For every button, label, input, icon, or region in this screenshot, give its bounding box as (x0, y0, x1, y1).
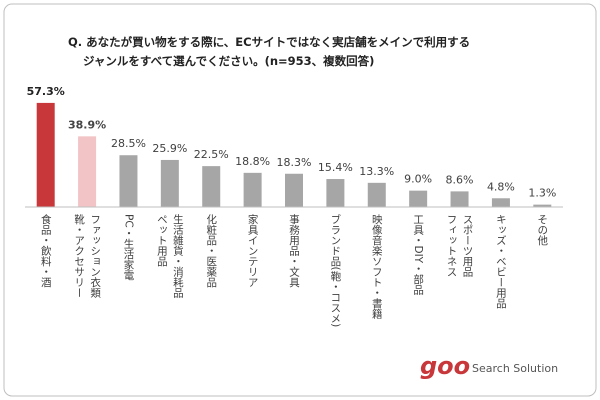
x-tick-label: 靴・アクセサリー (73, 213, 85, 298)
x-tick-label: 事務用品・文具 (288, 213, 300, 288)
x-tick-label: スポーツ用品 (462, 214, 474, 278)
value-label: 25.9% (152, 142, 187, 155)
value-label: 18.3% (277, 156, 312, 169)
x-tick-label: 工具・DIY・部品 (412, 214, 424, 295)
logo-subtitle: Search Solution (472, 362, 558, 375)
value-label: 1.3% (528, 187, 556, 200)
x-tick-label: 化粧品・医薬品 (205, 213, 217, 288)
bar (78, 136, 97, 207)
bar (409, 190, 428, 207)
x-tick-label: 生活雑貨・消耗品 (172, 213, 184, 299)
x-tick-label: ペット用品 (156, 214, 168, 267)
bar (326, 179, 345, 207)
x-tick-label: その他 (536, 214, 548, 246)
value-label: 28.5% (111, 137, 146, 150)
value-label: 22.5% (194, 148, 229, 161)
bar (119, 155, 138, 207)
x-tick-label: ブランド品(鞄・コスメ) (329, 213, 341, 327)
value-label: 57.3% (27, 85, 65, 98)
bar (285, 173, 303, 207)
bar (491, 198, 510, 207)
bar (533, 204, 552, 207)
value-label: 9.0% (404, 173, 432, 186)
logo: goo (420, 352, 470, 380)
x-tick-label: 映像音楽ソフト・書籍 (371, 214, 383, 319)
bar (36, 102, 55, 207)
bar (243, 172, 262, 207)
bar (160, 159, 179, 207)
x-tick-label: 家具インテリア (247, 213, 259, 287)
x-tick-label: キッズ・ベビー用品 (495, 214, 507, 309)
value-label: 8.6% (446, 173, 474, 186)
x-tick-label: フィットネス (446, 214, 458, 277)
bar (202, 166, 221, 207)
bar (450, 191, 469, 207)
value-label: 4.8% (487, 180, 515, 193)
value-label: 18.8% (235, 155, 270, 168)
chart-title: ジャンルをすべて選んでください。(n=953、複数回答) (83, 54, 374, 68)
x-tick-label: 食品・飲料・酒 (40, 213, 52, 288)
x-tick-label: ファッション衣類 (89, 214, 101, 299)
value-label: 15.4% (318, 161, 353, 174)
x-tick-label: PC・生活家電 (122, 214, 134, 280)
chart-title: Q. あなたが買い物をする際に、ECサイトではなく実店舗をメインで利用する (68, 35, 470, 49)
bar (367, 182, 386, 207)
value-label: 38.9% (68, 118, 106, 131)
value-label: 13.3% (359, 165, 394, 178)
